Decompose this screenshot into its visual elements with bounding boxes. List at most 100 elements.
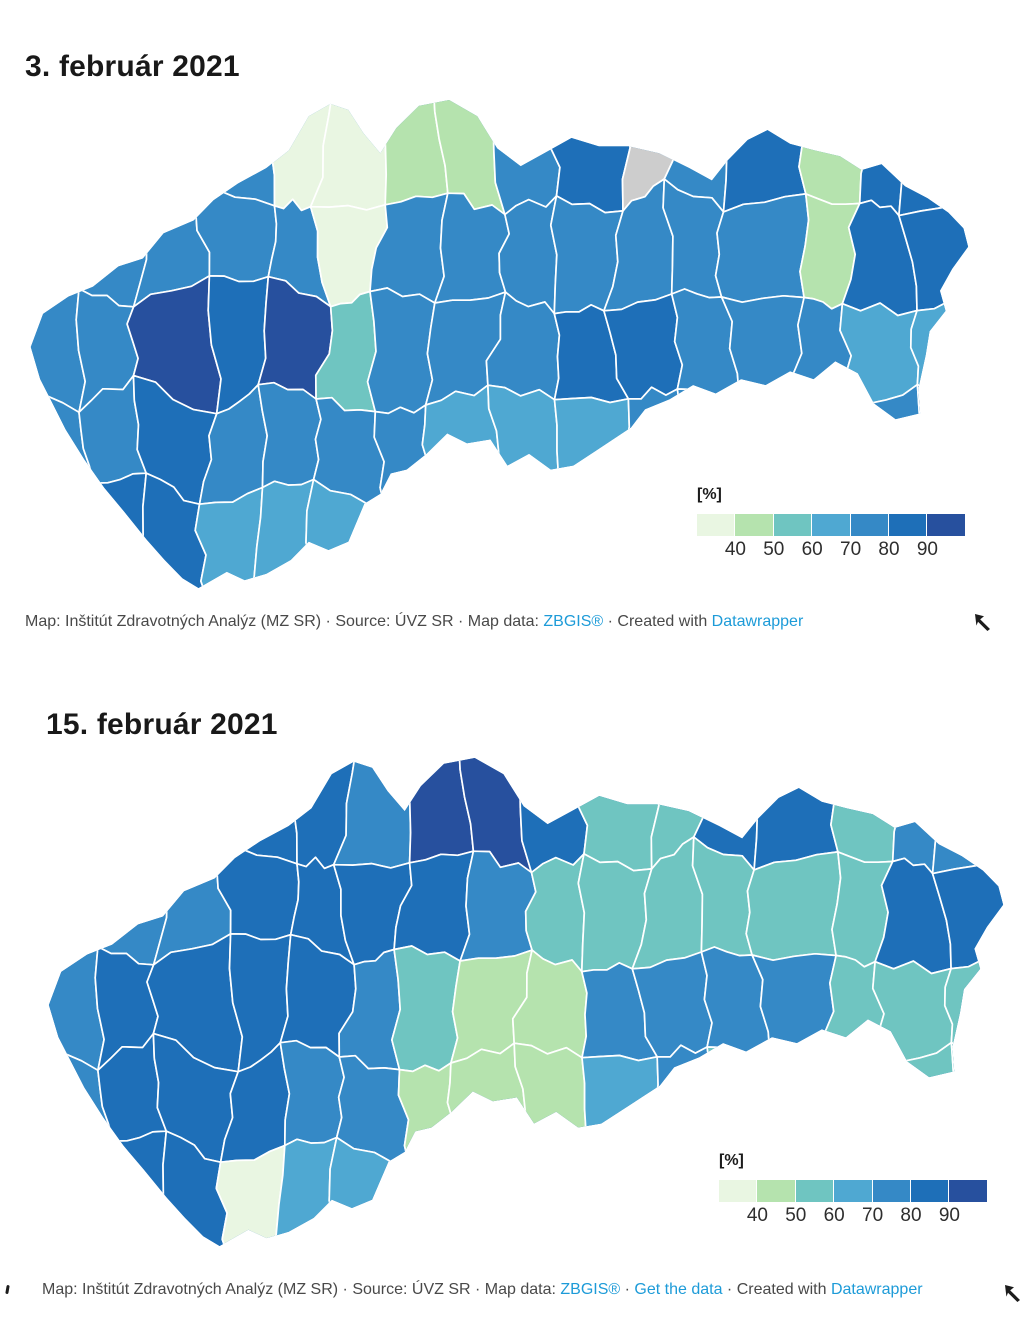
district[interactable] — [194, 486, 264, 593]
cursor-icon — [1005, 1285, 1020, 1302]
district[interactable] — [793, 400, 854, 500]
district[interactable] — [28, 482, 102, 592]
district[interactable] — [546, 98, 632, 214]
choropleth-svg — [28, 98, 970, 593]
district[interactable] — [46, 1140, 121, 1250]
district[interactable] — [553, 396, 632, 515]
attribution-text: · Created with — [722, 1281, 831, 1298]
district[interactable] — [751, 952, 837, 1068]
district[interactable] — [652, 1044, 723, 1173]
district[interactable] — [215, 1144, 286, 1251]
district[interactable] — [489, 98, 561, 216]
legend-swatch — [834, 1180, 872, 1202]
legend-swatch — [872, 1180, 910, 1202]
district[interactable] — [621, 502, 689, 592]
legend-swatch — [812, 514, 850, 536]
legend-swatch-row — [719, 1180, 988, 1202]
district[interactable] — [714, 193, 810, 304]
district[interactable] — [516, 756, 589, 874]
district[interactable] — [578, 1156, 657, 1250]
district[interactable] — [451, 1134, 533, 1250]
district[interactable] — [945, 1041, 1005, 1160]
district[interactable] — [762, 1056, 838, 1157]
map2-legend: [%] 40 50 60 70 80 90 — [719, 1152, 988, 1227]
district[interactable] — [46, 934, 105, 1072]
attribution-link[interactable]: Get the data — [634, 1281, 723, 1298]
district[interactable] — [869, 1041, 955, 1160]
district[interactable] — [46, 756, 121, 853]
legend-tick-label: 80 — [900, 1205, 922, 1226]
district[interactable] — [943, 953, 1005, 1072]
district[interactable] — [28, 98, 102, 195]
district[interactable] — [523, 1134, 597, 1250]
cursor-icon — [975, 614, 990, 631]
district[interactable] — [836, 383, 921, 502]
legend-tick-label: 40 — [746, 1205, 768, 1226]
legend-tick-label: 70 — [862, 1205, 884, 1226]
district[interactable] — [426, 476, 506, 592]
attribution-link[interactable]: Datawrapper — [830, 1281, 923, 1298]
district[interactable] — [551, 498, 628, 592]
district[interactable] — [28, 276, 87, 414]
legend-swatch — [735, 514, 773, 536]
district[interactable] — [46, 838, 116, 948]
district[interactable] — [573, 756, 660, 872]
legend-tick-label: 50 — [763, 539, 785, 560]
legend-swatch — [795, 1180, 834, 1202]
district[interactable] — [459, 850, 537, 962]
district[interactable] — [433, 192, 511, 304]
legend-unit-label: [%] — [719, 1152, 744, 1169]
district[interactable] — [706, 1046, 774, 1163]
attribution-text: Map: Inštitút Zdravotných Analýz (MZ SR)… — [42, 1281, 561, 1298]
map2-title: 15. február 2021 — [46, 708, 278, 741]
district[interactable] — [398, 1141, 469, 1250]
district[interactable] — [825, 1058, 887, 1158]
district[interactable] — [909, 295, 970, 414]
district[interactable] — [391, 945, 461, 1073]
district[interactable] — [720, 294, 805, 410]
legend-swatch — [719, 1180, 757, 1202]
district[interactable] — [190, 98, 276, 207]
district[interactable] — [650, 1160, 719, 1250]
legend-swatch-row — [697, 514, 966, 536]
map1-legend: [%] 40 50 60 70 80 90 — [697, 486, 966, 561]
district[interactable] — [911, 383, 970, 502]
attribution-text: Map: Inštitút Zdravotných Analýz (MZ SR)… — [25, 613, 544, 630]
district[interactable] — [88, 98, 166, 214]
district[interactable] — [28, 180, 97, 290]
legend-tick-label: 50 — [785, 1205, 807, 1226]
district[interactable] — [497, 476, 569, 592]
district[interactable] — [898, 98, 970, 217]
district[interactable] — [745, 851, 842, 962]
district[interactable] — [397, 1062, 455, 1172]
district[interactable] — [931, 756, 1005, 875]
district[interactable] — [373, 404, 430, 514]
legend-tick-label: 60 — [801, 539, 823, 560]
choropleth-svg — [46, 756, 1005, 1251]
legend-swatch — [850, 514, 888, 536]
district[interactable] — [581, 1054, 661, 1173]
district[interactable] — [151, 98, 199, 214]
legend-tick-row: 40 50 60 70 80 90 — [719, 1205, 988, 1227]
district[interactable] — [171, 756, 220, 872]
district[interactable] — [373, 483, 444, 592]
attribution-link[interactable]: Datawrapper — [711, 613, 804, 630]
district[interactable] — [623, 386, 693, 515]
legend-tick-label: 90 — [938, 1205, 960, 1226]
legend-swatch — [773, 514, 812, 536]
legend-tick-label: 60 — [823, 1205, 845, 1226]
attribution-text: · — [620, 1281, 635, 1298]
district[interactable] — [366, 287, 436, 415]
legend-swatch — [697, 514, 735, 536]
attribution-text: · Created with — [603, 613, 712, 630]
district[interactable] — [257, 381, 322, 489]
attribution-link[interactable]: ZBGIS® — [560, 1281, 621, 1298]
district[interactable] — [211, 756, 298, 865]
district[interactable] — [108, 756, 186, 872]
map1-title: 3. február 2021 — [25, 50, 240, 83]
legend-tick-row: 40 50 60 70 80 90 — [697, 539, 966, 561]
district[interactable] — [279, 1039, 345, 1147]
attribution-link[interactable]: ZBGIS® — [543, 613, 604, 630]
district[interactable] — [731, 398, 806, 499]
